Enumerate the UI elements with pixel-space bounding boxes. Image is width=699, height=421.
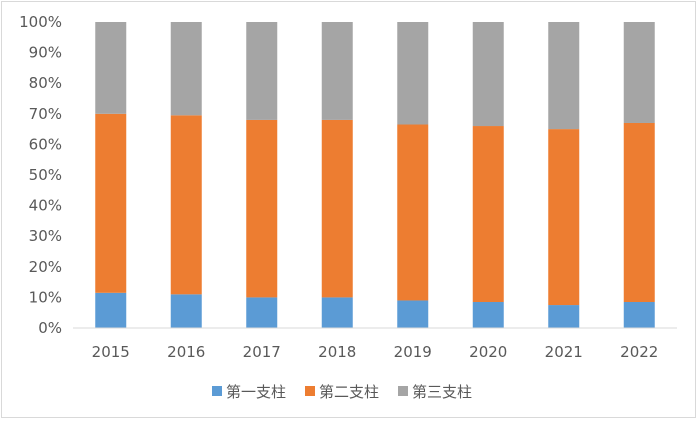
bar-segment-3-2021 <box>548 22 580 130</box>
y-tick-label: 10% <box>29 288 62 306</box>
x-tick-label: 2022 <box>620 343 658 361</box>
y-tick-label: 50% <box>29 166 62 184</box>
bar-segment-2-2019 <box>397 124 429 301</box>
bar-segment-2-2015 <box>95 113 127 293</box>
bar-segment-2-2021 <box>548 129 580 306</box>
y-tick-label: 60% <box>29 135 62 153</box>
legend-swatch <box>212 386 222 396</box>
bar-segment-3-2019 <box>397 22 429 125</box>
bar-segment-2-2016 <box>170 115 202 295</box>
bar-segment-3-2018 <box>321 22 353 120</box>
x-tick-label: 2016 <box>167 343 205 361</box>
y-tick-label: 40% <box>29 197 62 215</box>
y-tick-label: 80% <box>29 74 62 92</box>
bars-group <box>95 22 655 328</box>
bar-segment-2-2022 <box>623 122 655 302</box>
bar-segment-1-2020 <box>472 301 504 328</box>
bar-segment-2-2018 <box>321 119 353 298</box>
x-tick-label: 2020 <box>469 343 507 361</box>
x-tick-label: 2021 <box>545 343 583 361</box>
bar-segment-1-2018 <box>321 297 353 328</box>
legend-label: 第三支柱 <box>412 383 472 401</box>
legend-label: 第二支柱 <box>319 383 379 401</box>
y-tick-label: 0% <box>38 319 62 337</box>
x-tick-label: 2017 <box>243 343 281 361</box>
y-tick-label: 90% <box>29 44 62 62</box>
bar-segment-1-2017 <box>246 297 278 328</box>
bar-segment-3-2017 <box>246 22 278 120</box>
bar-segment-3-2015 <box>95 22 127 114</box>
legend-swatch <box>305 386 315 396</box>
legend-swatch <box>398 386 408 396</box>
bar-segment-3-2016 <box>170 22 202 116</box>
x-axis-tick-labels: 2015 2016 2017 2018 2019 2020 2021 2022 <box>92 343 659 361</box>
x-tick-label: 2018 <box>318 343 356 361</box>
bar-segment-1-2016 <box>170 294 202 328</box>
x-tick-label: 2019 <box>394 343 432 361</box>
bar-segment-2-2017 <box>246 119 278 298</box>
bar-segment-3-2020 <box>472 22 504 127</box>
bar-segment-1-2019 <box>397 300 429 328</box>
bar-segment-1-2015 <box>95 292 127 328</box>
bar-segment-1-2021 <box>548 305 580 328</box>
y-tick-label: 100% <box>19 13 62 31</box>
bar-segment-1-2022 <box>623 301 655 328</box>
y-tick-label: 30% <box>29 227 62 245</box>
legend: 第一支柱 第二支柱 第三支柱 <box>212 383 472 401</box>
legend-label: 第一支柱 <box>226 383 286 401</box>
bar-segment-2-2020 <box>472 126 504 302</box>
y-tick-label: 20% <box>29 258 62 276</box>
bar-segment-3-2022 <box>623 22 655 123</box>
y-tick-label: 70% <box>29 105 62 123</box>
x-tick-label: 2015 <box>92 343 130 361</box>
y-axis-tick-labels: 0% 10% 20% 30% 40% 50% 60% 70% 80% 90% 100% <box>19 13 62 337</box>
